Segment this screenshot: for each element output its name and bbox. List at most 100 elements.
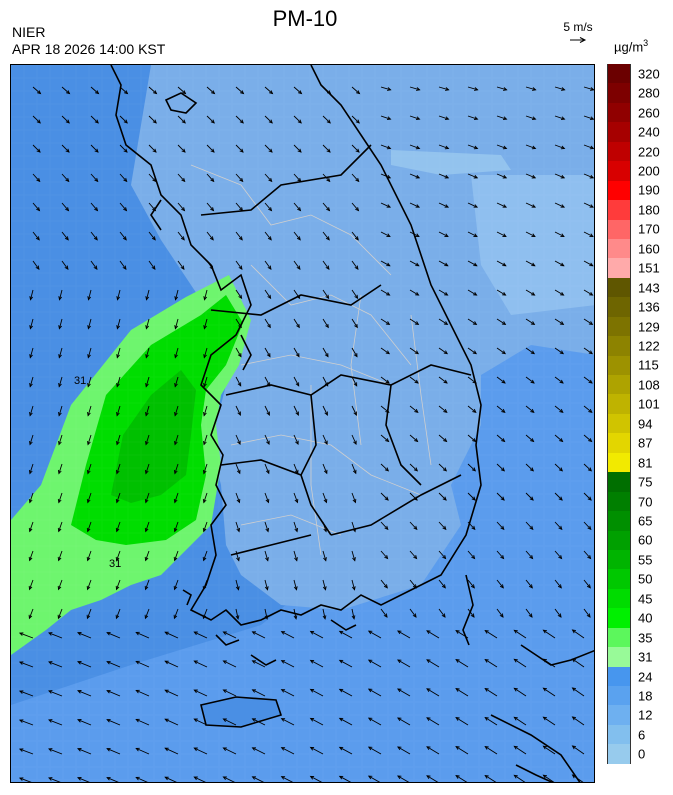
wind-arrow-icon <box>58 347 63 358</box>
wind-arrow-head-icon <box>355 207 360 212</box>
wind-arrow-icon <box>438 202 449 208</box>
wind-arrow-icon <box>554 202 565 208</box>
wind-arrow-head-icon <box>426 775 431 779</box>
wind-arrow-icon <box>525 579 533 589</box>
wind-arrow-icon <box>145 550 150 561</box>
wind-arrow-icon <box>514 687 527 697</box>
wind-arrow-icon <box>554 434 563 442</box>
wind-arrow-icon <box>293 521 298 532</box>
wind-arrow-icon <box>106 719 121 726</box>
wind-arrow-head-icon <box>86 556 91 562</box>
wind-arrow-head-icon <box>559 408 564 413</box>
wind-arrow-icon <box>583 405 593 413</box>
legend-value-label: 70 <box>638 494 653 509</box>
wind-arrow-head-icon <box>18 661 24 665</box>
wind-arrow-head-icon <box>251 689 256 693</box>
wind-arrow-icon <box>554 405 564 413</box>
wind-arrow-icon <box>145 463 150 474</box>
wind-arrow-head-icon <box>531 145 537 150</box>
wind-arrow-icon <box>572 658 585 668</box>
wind-arrow-icon <box>136 660 150 668</box>
wind-arrow-icon <box>145 347 150 358</box>
wind-arrow-head-icon <box>324 440 328 446</box>
wind-arrow-icon <box>235 260 243 270</box>
wind-arrow-head-icon <box>251 718 256 722</box>
wind-arrow-head-icon <box>123 207 128 212</box>
wind-arrow-head-icon <box>29 383 33 388</box>
wind-arrow-icon <box>351 289 358 299</box>
wind-arrow-head-icon <box>415 145 421 150</box>
wind-arrow-head-icon <box>354 265 359 270</box>
wind-arrow-icon <box>380 492 389 501</box>
wind-arrow-icon <box>368 746 382 755</box>
wind-arrow-icon <box>48 632 63 639</box>
wind-arrow-head-icon <box>353 353 358 358</box>
wind-arrow-icon <box>116 405 121 416</box>
wind-arrow-icon <box>322 492 327 503</box>
wind-arrow-icon <box>525 144 536 149</box>
wind-arrow-head-icon <box>28 498 33 504</box>
legend-color-swatch <box>608 588 630 609</box>
legend-value-label: 136 <box>638 299 660 315</box>
wind-arrow-icon <box>59 289 63 300</box>
wind-arrow-icon <box>235 405 241 416</box>
wind-arrow-icon <box>281 776 294 782</box>
wind-arrow-head-icon <box>309 746 315 751</box>
wind-arrow-head-icon <box>115 556 120 562</box>
legend-color-swatch <box>608 258 630 278</box>
wind-arrow-icon <box>310 660 324 668</box>
wind-arrow-head-icon <box>293 615 298 620</box>
wind-arrow-head-icon <box>590 87 594 91</box>
legend-color-swatch <box>608 83 630 103</box>
wind-arrow-icon <box>322 347 329 357</box>
wind-arrow-icon <box>380 231 391 237</box>
wind-arrow-head-icon <box>484 658 489 663</box>
legend-value-label: 280 <box>638 85 660 101</box>
wind-arrow-icon <box>322 463 328 474</box>
wind-arrow-icon <box>554 144 565 149</box>
wind-arrow-icon <box>281 747 295 755</box>
wind-arrow-icon <box>322 521 327 532</box>
wind-arrow-icon <box>554 550 562 559</box>
wind-arrow-head-icon <box>152 90 158 95</box>
wind-arrow-head-icon <box>444 204 450 208</box>
wind-arrow-head-icon <box>589 291 594 296</box>
wind-arrow-icon <box>235 231 243 241</box>
wind-arrow-icon <box>496 202 507 208</box>
wind-arrow-head-icon <box>296 294 301 300</box>
wind-arrow-icon <box>136 747 150 755</box>
wind-arrow-icon <box>106 748 121 755</box>
wind-arrow-icon <box>322 86 331 94</box>
wind-arrow-icon <box>310 689 324 697</box>
wind-arrow-icon <box>496 231 507 237</box>
wind-arrow-head-icon <box>385 438 390 443</box>
wind-arrow-head-icon <box>571 629 576 634</box>
wind-arrow-icon <box>455 746 469 755</box>
wind-arrow-head-icon <box>144 527 149 533</box>
wind-arrow-head-icon <box>386 262 391 267</box>
wind-arrow-head-icon <box>236 527 241 533</box>
wind-arrow-icon <box>583 115 594 120</box>
wind-arrow-icon <box>368 630 382 639</box>
wind-arrow-icon <box>29 579 34 590</box>
wind-arrow-icon <box>194 747 208 755</box>
wind-arrow-head-icon <box>94 148 99 153</box>
wind-arrow-head-icon <box>501 321 507 325</box>
wind-arrow-head-icon <box>58 383 62 388</box>
wind-arrow-icon <box>77 719 92 726</box>
wind-arrow-icon <box>438 231 449 237</box>
wind-arrow-head-icon <box>123 90 129 95</box>
wind-arrow-icon <box>203 550 208 561</box>
wind-arrow-head-icon <box>145 412 149 417</box>
wind-arrow-head-icon <box>28 469 33 475</box>
legend-color-swatch <box>608 472 630 492</box>
wind-arrow-head-icon <box>48 690 53 694</box>
wind-arrow-icon <box>467 492 476 501</box>
wind-arrow-icon <box>339 630 353 639</box>
wind-arrow-icon <box>496 492 505 501</box>
wind-arrow-head-icon <box>324 382 329 387</box>
wind-arrow-head-icon <box>35 236 40 241</box>
wind-arrow-head-icon <box>152 119 157 124</box>
wind-arrow-head-icon <box>355 119 360 124</box>
wind-arrow-head-icon <box>441 584 446 589</box>
